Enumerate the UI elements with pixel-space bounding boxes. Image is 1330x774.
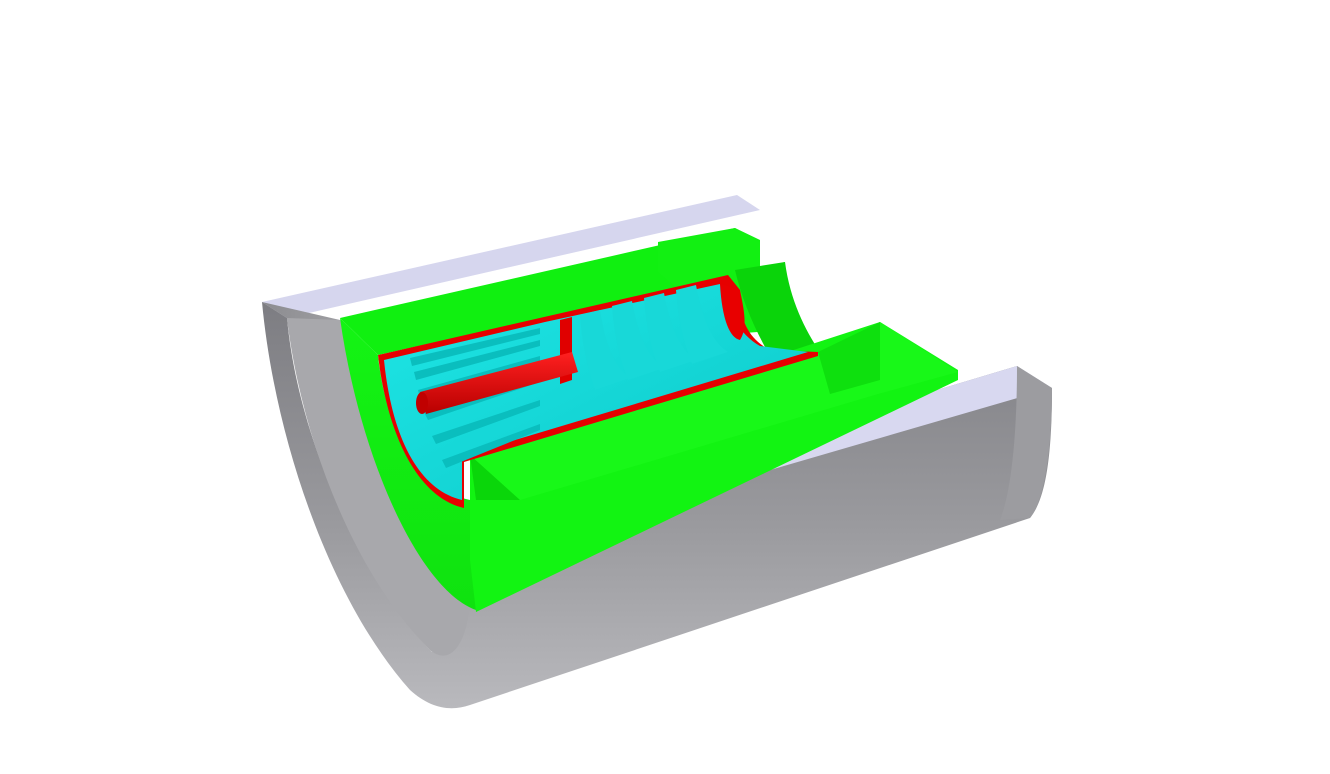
outer-shell-right-end bbox=[1000, 366, 1052, 520]
outer-shell-inner-face bbox=[287, 318, 470, 656]
green-liner-back-step-curve bbox=[735, 262, 820, 356]
outer-shell-back-rim bbox=[262, 195, 760, 318]
cyan-fins-left bbox=[410, 328, 540, 468]
red-end-bump bbox=[720, 284, 745, 340]
green-liner-end-face bbox=[340, 318, 476, 610]
red-rod bbox=[416, 352, 578, 414]
green-liner-front-side bbox=[470, 455, 520, 500]
green-liner-front-step-face bbox=[818, 322, 880, 394]
green-liner-back-wall bbox=[340, 228, 760, 355]
